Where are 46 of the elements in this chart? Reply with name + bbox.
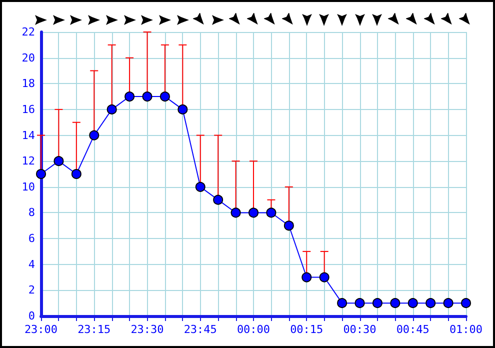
x-tick-label: 00:30 — [343, 323, 376, 336]
point — [443, 298, 454, 308]
point — [372, 298, 382, 308]
y-tick-label: 6 — [28, 232, 35, 246]
point — [284, 220, 294, 231]
point — [213, 194, 224, 205]
point — [178, 104, 188, 114]
x-tick-label: 00:15 — [290, 323, 324, 336]
point — [266, 208, 276, 218]
y-tick-label: 12 — [22, 154, 35, 168]
x-tick-label: 00:00 — [236, 323, 270, 336]
point — [54, 156, 64, 166]
x-tick-label: 23:15 — [78, 323, 111, 336]
y-tick-label: 10 — [22, 180, 35, 194]
x-tick-label: 01:00 — [449, 323, 483, 336]
point — [461, 298, 471, 308]
y-tick-label: 16 — [22, 102, 35, 116]
point — [124, 92, 135, 102]
x-tick-label: 23:00 — [24, 323, 58, 336]
point — [319, 272, 330, 282]
point — [354, 298, 365, 308]
x-tick-label: 00:45 — [396, 323, 430, 336]
point — [408, 298, 418, 308]
y-tick-label: 20 — [22, 51, 35, 64]
y-tick-label: 4 — [28, 258, 36, 271]
y-tick-label: 0 — [28, 310, 35, 322]
point — [390, 298, 400, 308]
point — [337, 298, 348, 308]
point — [36, 169, 46, 179]
point — [195, 182, 206, 192]
y-tick-label: 2 — [28, 284, 35, 297]
point — [302, 272, 312, 282]
point — [142, 92, 152, 102]
y-tick-label: 22 — [22, 26, 35, 38]
point — [71, 169, 82, 179]
point — [230, 208, 241, 218]
point — [89, 130, 100, 140]
point — [106, 104, 117, 114]
point — [248, 208, 258, 218]
y-tick-label: 8 — [28, 206, 35, 220]
point — [160, 92, 170, 102]
y-tick-label: 14 — [22, 128, 36, 142]
point — [426, 298, 436, 308]
x-tick-label: 23:30 — [130, 323, 164, 336]
x-tick-label: 23:45 — [184, 323, 217, 336]
y-tick-label: 18 — [22, 77, 35, 90]
